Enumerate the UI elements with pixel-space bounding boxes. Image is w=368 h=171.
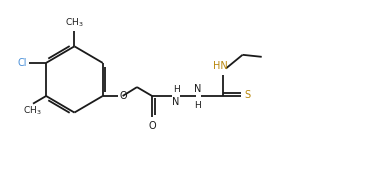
- Text: Cl: Cl: [18, 58, 27, 68]
- Text: HN: HN: [213, 61, 228, 71]
- Text: H: H: [195, 101, 201, 110]
- Text: N: N: [172, 97, 180, 107]
- Text: S: S: [245, 90, 251, 100]
- Text: H: H: [173, 85, 180, 94]
- Text: N: N: [194, 84, 202, 94]
- Text: O: O: [148, 121, 156, 131]
- Text: O: O: [120, 91, 127, 101]
- Text: CH$_3$: CH$_3$: [23, 105, 42, 117]
- Text: CH$_3$: CH$_3$: [65, 16, 84, 29]
